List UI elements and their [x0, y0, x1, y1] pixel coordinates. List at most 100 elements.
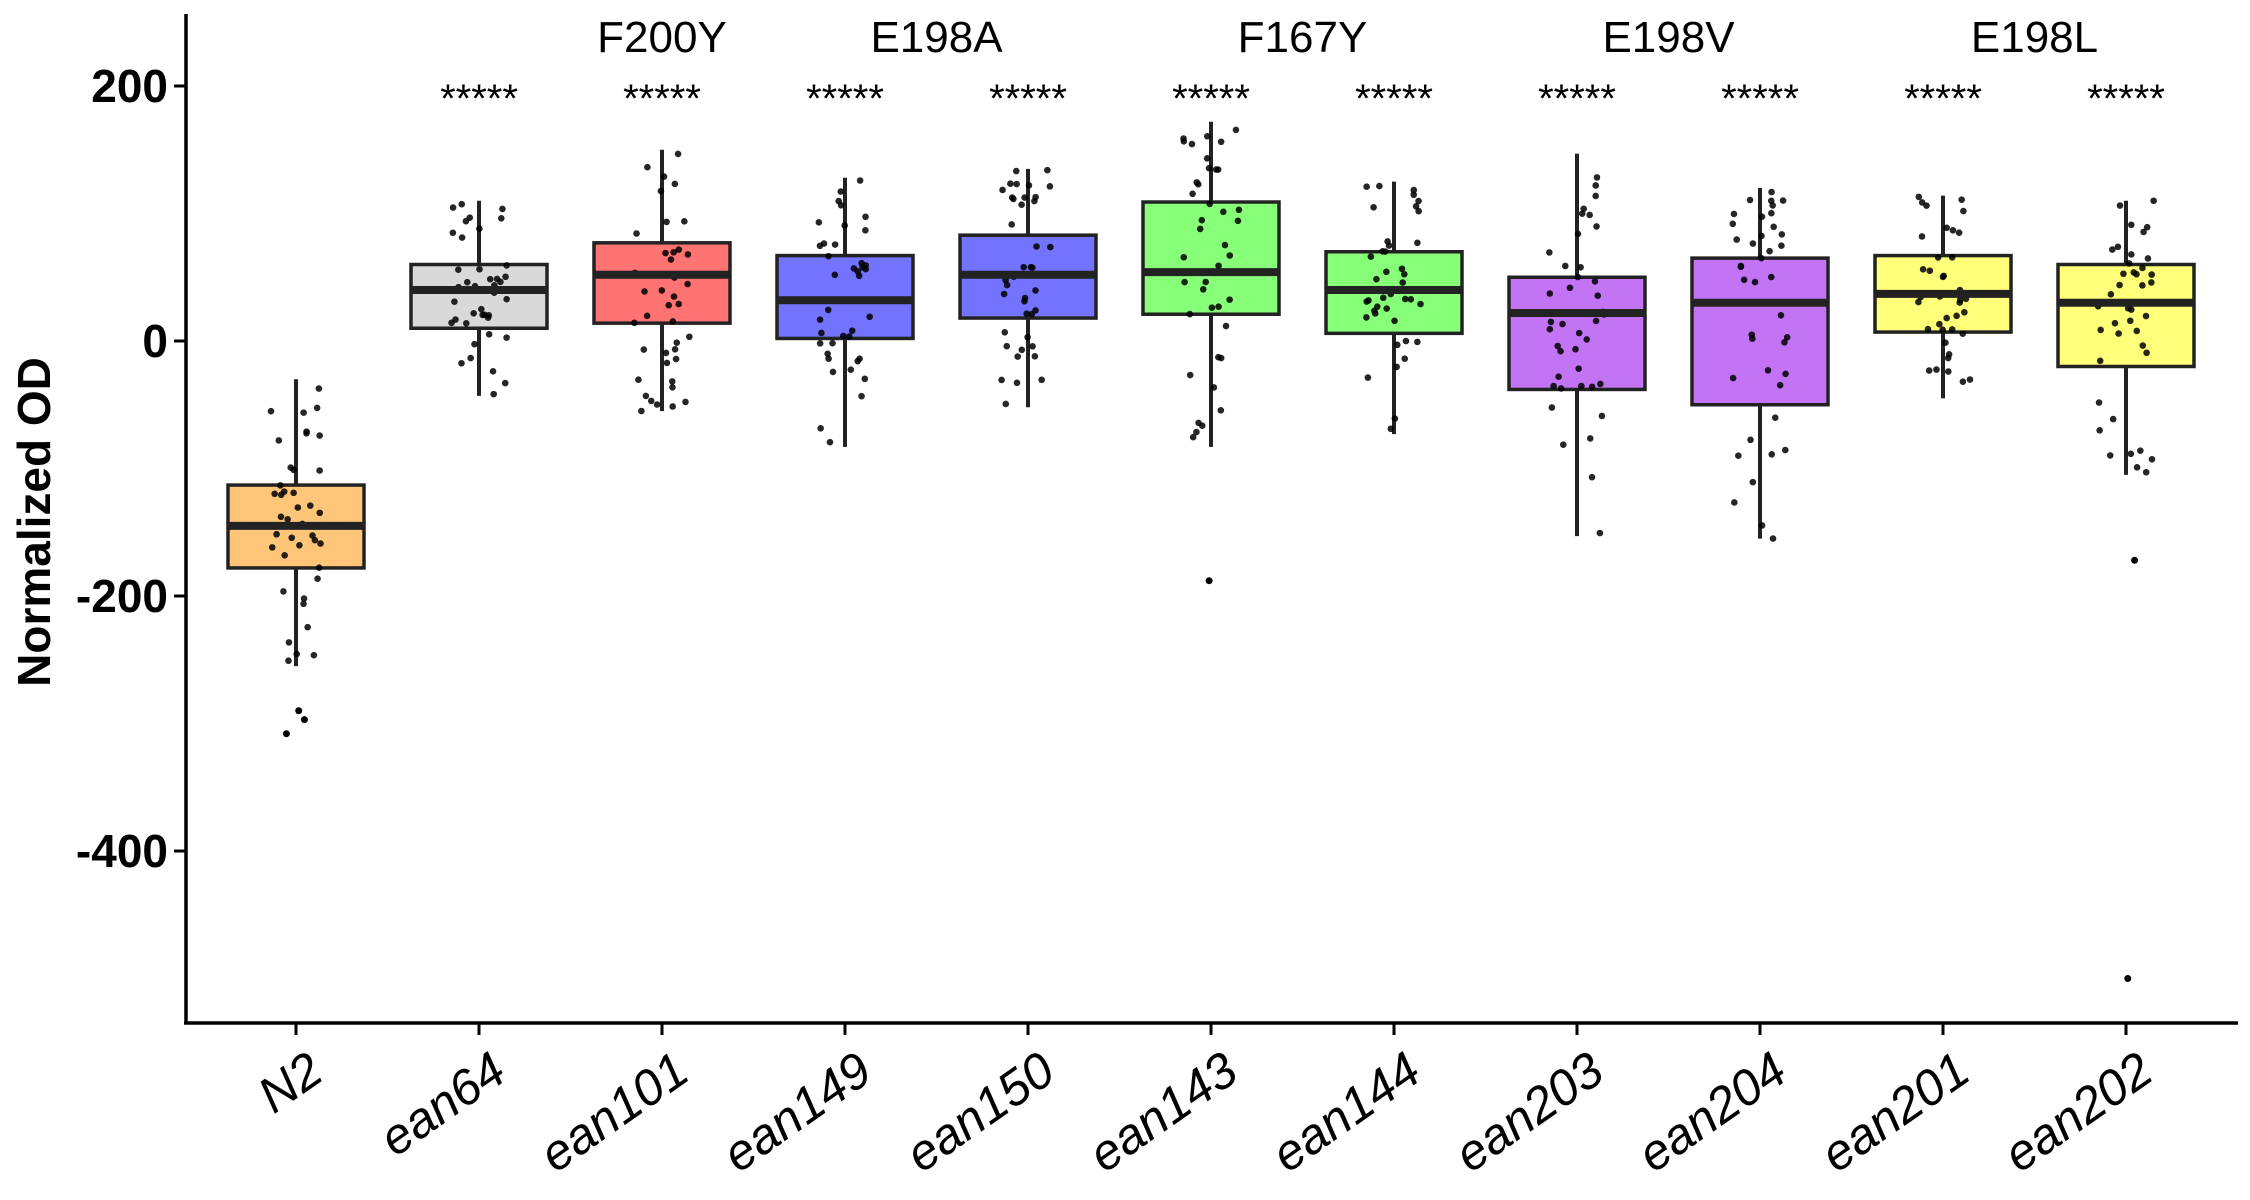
- data-point: [1206, 200, 1213, 208]
- data-point: [476, 225, 483, 233]
- data-point: [2139, 264, 2146, 272]
- significance-label: *****: [1538, 77, 1616, 121]
- data-point: [2130, 269, 2138, 276]
- data-point: [1373, 275, 1380, 283]
- data-point: [2120, 270, 2127, 278]
- data-point: [1014, 353, 1022, 360]
- data-point: [1740, 276, 1748, 284]
- data-point: [1383, 305, 1390, 312]
- data-point: [684, 251, 692, 258]
- data-point: [467, 354, 474, 362]
- data-point: [2095, 399, 2103, 406]
- mutation-group-label: F200Y: [597, 13, 727, 62]
- data-point: [1028, 310, 1036, 318]
- data-point: [672, 355, 680, 363]
- data-point: [1212, 166, 1220, 173]
- data-point: [1400, 270, 1408, 278]
- data-point: [638, 407, 645, 415]
- data-point: [1021, 194, 1028, 201]
- data-point: [840, 332, 847, 340]
- data-point: [2142, 312, 2150, 320]
- data-point: [1195, 419, 1202, 427]
- data-point: [466, 214, 474, 221]
- data-point: [2111, 319, 2119, 327]
- mutation-group-label: E198L: [1971, 13, 2098, 62]
- data-point: [1401, 295, 1409, 303]
- data-point: [1735, 452, 1742, 460]
- data-point: [1399, 279, 1407, 286]
- data-point: [1749, 240, 1757, 247]
- data-point: [681, 217, 688, 225]
- data-point: [1586, 211, 1593, 219]
- data-point: [1768, 209, 1775, 217]
- data-point: [1018, 201, 1025, 208]
- data-point: [816, 340, 824, 347]
- data-point: [1757, 254, 1765, 262]
- data-point: [2139, 282, 2146, 289]
- data-point: [1410, 191, 1418, 199]
- data-point: [1204, 132, 1211, 140]
- significance-label: *****: [1355, 77, 1433, 121]
- data-point: [451, 298, 458, 306]
- mutation-group-label: E198V: [1602, 13, 1735, 62]
- data-point: [1948, 326, 1956, 333]
- data-point: [1778, 231, 1786, 238]
- data-point: [1033, 243, 1040, 250]
- data-point: [829, 339, 836, 347]
- data-point: [1002, 400, 1010, 408]
- data-point: [1044, 166, 1051, 174]
- data-point: [1007, 180, 1014, 187]
- data-point: [1960, 207, 1967, 215]
- data-point: [669, 318, 677, 325]
- data-point: [300, 600, 307, 608]
- box: [1690, 256, 1830, 407]
- data-point: [1559, 441, 1567, 448]
- data-point: [1729, 220, 1737, 228]
- data-point: [1180, 135, 1187, 142]
- data-point: [1958, 196, 1965, 203]
- data-point: [2148, 455, 2156, 463]
- data-point: [1557, 347, 1564, 355]
- data-point: [1758, 232, 1765, 240]
- data-point: [503, 295, 510, 303]
- data-point: [304, 623, 311, 631]
- data-point: [856, 177, 864, 184]
- data-point: [1221, 241, 1229, 249]
- data-point: [1919, 265, 1927, 273]
- data-point: [1592, 182, 1600, 189]
- data-point: [1003, 342, 1011, 350]
- data-point: [1031, 197, 1038, 205]
- data-point: [2140, 228, 2147, 236]
- data-point: [2126, 317, 2134, 325]
- data-point: [2137, 447, 2144, 455]
- data-point: [499, 205, 506, 213]
- data-point: [670, 293, 678, 300]
- box: [409, 262, 549, 330]
- data-point: [1548, 404, 1556, 411]
- data-point: [470, 309, 477, 317]
- data-point: [1730, 210, 1738, 218]
- data-point: [1199, 286, 1207, 293]
- x-tick-label: ean64: [369, 1041, 515, 1167]
- data-point: [1557, 385, 1565, 392]
- significance-label: *****: [989, 77, 1067, 121]
- data-point: [1918, 233, 1926, 240]
- data-point: [667, 256, 675, 263]
- data-point: [1596, 529, 1604, 537]
- data-point: [1944, 368, 1952, 375]
- data-point: [1731, 499, 1738, 506]
- data-point: [1234, 217, 1242, 225]
- data-point: [1001, 328, 1009, 336]
- data-point: [2096, 357, 2104, 365]
- data-point: [1758, 213, 1766, 220]
- data-point: [2142, 468, 2150, 476]
- data-point: [657, 187, 665, 195]
- data-point: [671, 180, 679, 188]
- data-point: [1031, 353, 1039, 360]
- data-point: [1546, 249, 1553, 256]
- data-point: [641, 288, 648, 295]
- data-point: [862, 213, 869, 221]
- data-point: [1924, 325, 1932, 333]
- data-point: [497, 215, 505, 222]
- data-point: [846, 333, 853, 340]
